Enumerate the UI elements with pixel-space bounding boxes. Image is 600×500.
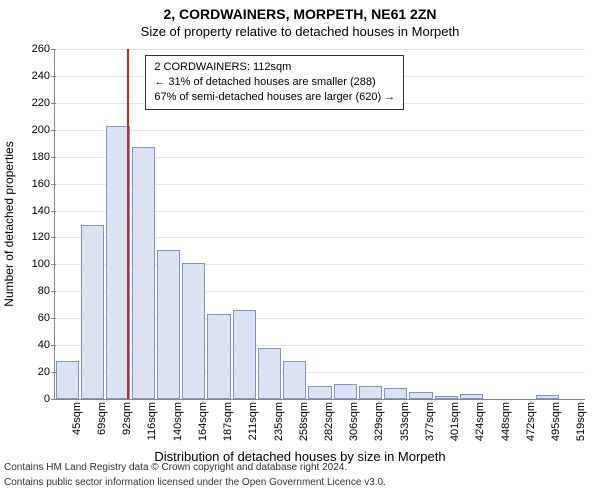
x-tick-label: 377sqm	[424, 402, 436, 441]
x-tick-label: 258sqm	[298, 402, 310, 441]
y-tick-label: 160	[6, 178, 50, 190]
property-callout: 2 CORDWAINERS: 112sqm← 31% of detached h…	[145, 55, 404, 110]
x-tick-label: 401sqm	[449, 402, 461, 441]
y-tick-label: 140	[6, 205, 50, 217]
gridline	[55, 130, 585, 131]
y-tick-label: 60	[6, 312, 50, 324]
bar	[56, 361, 79, 399]
x-tick-label: 448sqm	[500, 402, 512, 441]
bar	[435, 396, 458, 399]
bar	[182, 263, 205, 399]
x-tick-label: 353sqm	[399, 402, 411, 441]
bar	[233, 310, 256, 399]
bar	[207, 314, 230, 399]
bar	[81, 225, 104, 399]
x-tick-label: 282sqm	[323, 402, 335, 441]
x-axis-label: Distribution of detached houses by size …	[0, 449, 600, 464]
x-tick-label: 495sqm	[550, 402, 562, 441]
bar	[536, 395, 559, 399]
x-tick-label: 140sqm	[172, 402, 184, 441]
chart-title-sub: Size of property relative to detached ho…	[0, 22, 600, 39]
y-tick-label: 180	[6, 151, 50, 163]
property-marker-line	[127, 49, 129, 399]
bar	[384, 388, 407, 399]
y-tick-label: 40	[6, 339, 50, 351]
y-tick-label: 20	[6, 366, 50, 378]
x-tick-label: 69sqm	[96, 402, 108, 435]
bar	[132, 147, 155, 399]
bar	[106, 126, 129, 399]
x-tick-label: 329sqm	[373, 402, 385, 441]
footer-line-2: Contains public sector information licen…	[0, 474, 600, 489]
y-tick-label: 200	[6, 124, 50, 136]
y-tick-label: 220	[6, 97, 50, 109]
x-tick-label: 45sqm	[71, 402, 83, 435]
y-tick-label: 0	[6, 393, 50, 405]
x-tick-label: 472sqm	[525, 402, 537, 441]
y-tick-label: 240	[6, 70, 50, 82]
callout-line: ← 31% of detached houses are smaller (28…	[154, 75, 395, 90]
bar	[334, 384, 357, 399]
y-tick-label: 260	[6, 43, 50, 55]
x-tick-label: 519sqm	[575, 402, 587, 441]
x-tick-label: 187sqm	[222, 402, 234, 441]
chart-title-main: 2, CORDWAINERS, MORPETH, NE61 2ZN	[0, 0, 600, 22]
chart-container: 2 CORDWAINERS: 112sqm← 31% of detached h…	[0, 39, 600, 459]
x-tick-label: 211sqm	[247, 402, 259, 440]
bar	[460, 394, 483, 399]
x-tick-label: 306sqm	[348, 402, 360, 441]
plot-area: 2 CORDWAINERS: 112sqm← 31% of detached h…	[54, 49, 585, 400]
x-tick-label: 164sqm	[197, 402, 209, 441]
x-tick-label: 424sqm	[474, 402, 486, 441]
bar	[258, 348, 281, 399]
y-tick-label: 120	[6, 231, 50, 243]
bar	[359, 386, 382, 399]
callout-line: 67% of semi-detached houses are larger (…	[154, 90, 395, 105]
gridline	[55, 49, 585, 50]
x-tick-label: 235sqm	[273, 402, 285, 441]
callout-line: 2 CORDWAINERS: 112sqm	[154, 60, 395, 75]
bar	[157, 250, 180, 399]
bar	[308, 386, 331, 399]
bar	[283, 361, 306, 399]
y-tick-label: 80	[6, 285, 50, 297]
x-tick-label: 92sqm	[121, 402, 133, 435]
y-axis-label: Number of detached properties	[2, 141, 16, 306]
y-tick-label: 100	[6, 258, 50, 270]
bar	[409, 392, 432, 399]
x-tick-label: 116sqm	[146, 402, 158, 440]
